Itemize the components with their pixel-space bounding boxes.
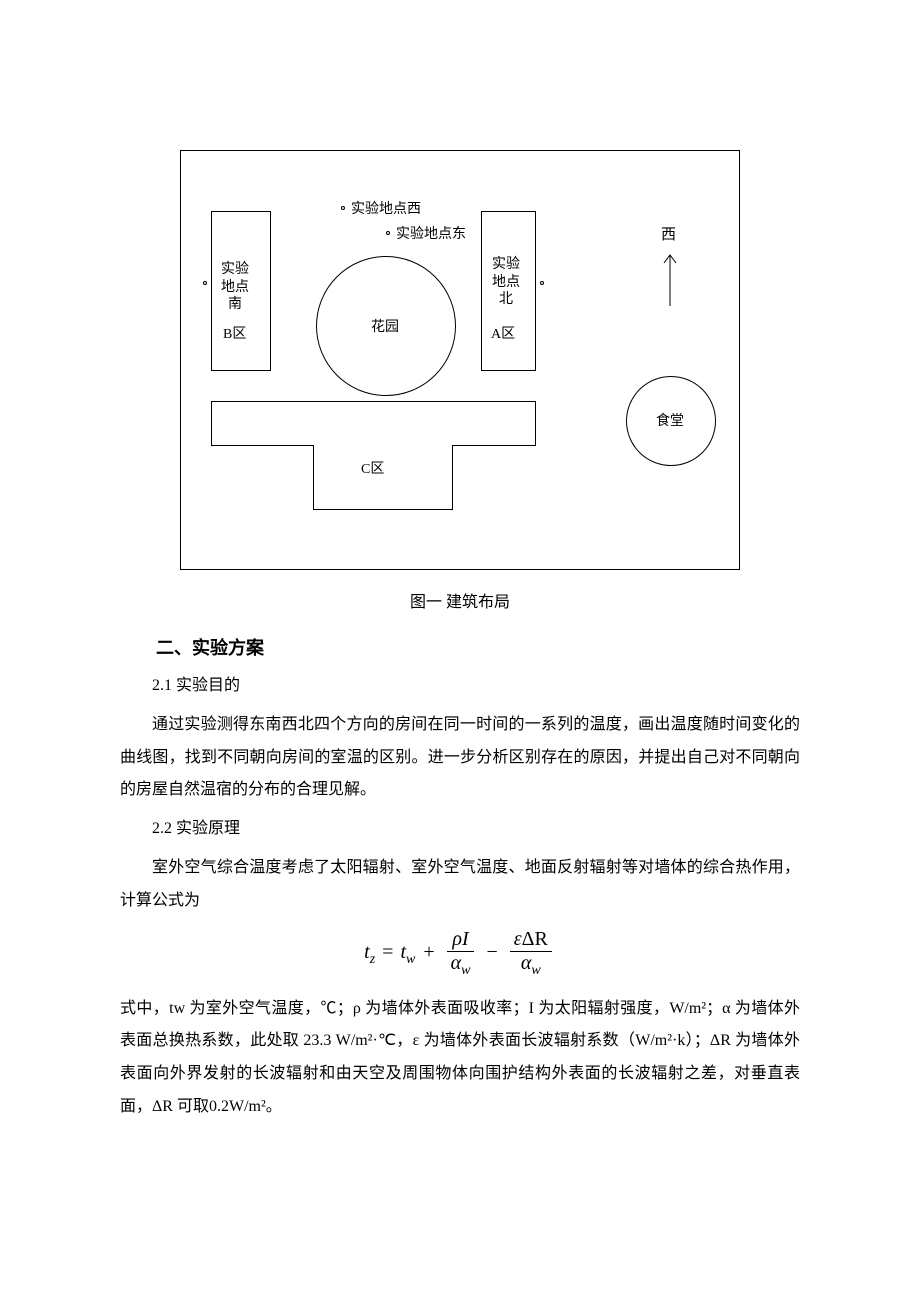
north-arrow-icon [662,251,678,309]
formula-frac1: ρI αw [447,928,475,979]
formula-frac2: εΔR αw [510,928,552,979]
c-area-join-mask [314,444,452,447]
garden-label: 花园 [371,319,399,337]
building-layout-diagram: B区 A区 花园 C区 食堂 西 实验地点南 [180,150,740,570]
label-east: 实验地点东 [396,226,466,244]
a-area-label: A区 [491,326,515,344]
formula: tz = tw + ρI αw − εΔR αw [120,928,800,979]
dot-south [203,281,207,285]
formula-minus: − [486,941,497,963]
formula-t1: tw [400,941,415,963]
c-area-label: C区 [361,461,384,479]
west-label: 西 [661,226,676,246]
dot-east [386,231,390,235]
s22-heading: 2.2 实验原理 [120,813,800,846]
s22-body: 室外空气综合温度考虑了太阳辐射、室外空气温度、地面反射辐射等对墙体的综合热作用，… [120,852,800,918]
dot-west [341,206,345,210]
formula-lhs: tz [364,941,375,963]
canteen-label: 食堂 [656,413,684,431]
label-south: 实验地点南 [221,261,249,314]
label-west: 实验地点西 [351,201,421,219]
dot-north [540,281,544,285]
formula-plus: + [423,941,434,963]
s22-after: 式中，tw 为室外空气温度，℃；ρ 为墙体外表面吸收率；I 为太阳辐射强度，W/… [120,993,800,1124]
section-heading: 二、实验方案 [120,634,800,660]
c-area-rect-top [211,401,536,446]
s21-heading: 2.1 实验目的 [120,670,800,703]
b-area-label: B区 [223,326,246,344]
label-north: 实验地点北 [492,256,520,309]
s21-body: 通过实验测得东南西北四个方向的房间在同一时间的一系列的温度，画出温度随时间变化的… [120,709,800,807]
figure-caption: 图一 建筑布局 [120,588,800,612]
formula-eq: = [382,941,393,963]
